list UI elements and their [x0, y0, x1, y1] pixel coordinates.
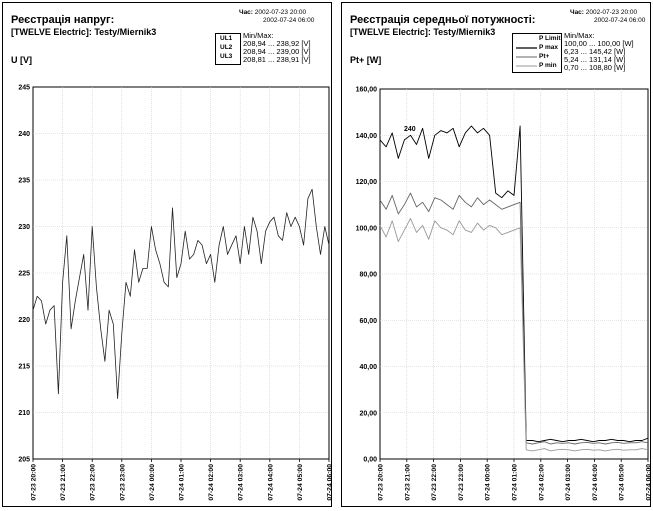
x-tick-label: 07-23 23:00 — [119, 464, 126, 501]
x-tick-label: 07-24 05:00 — [297, 464, 304, 501]
legend-item: UL1 — [220, 35, 233, 42]
y-axis-unit: Pt+ [W] — [350, 55, 382, 65]
x-tick-label: 07-23 23:00 — [458, 464, 465, 501]
power-chart: 160,00 140,00 120,00 100,00 80,00 60,00 40,00 2… — [356, 87, 652, 501]
x-tick-label: 07-23 22:00 — [90, 464, 97, 501]
legend-item: UL2 — [220, 44, 233, 51]
y-tick-label: 160,00 — [356, 87, 378, 94]
series-line — [32, 188, 330, 400]
y-tick-label: 80,00 — [359, 272, 377, 279]
y-tick-label: 215 — [18, 364, 30, 371]
legend-item: P min — [539, 62, 557, 69]
x-tick-label: 07-24 00:00 — [485, 464, 492, 501]
y-tick-label: 100,00 — [356, 225, 378, 232]
x-tick-label: 07-24 05:00 — [619, 464, 626, 501]
x-tick-label: 07-24 06:00 — [646, 464, 652, 501]
chart-title: Реєстрація напруг: — [11, 14, 115, 26]
y-axis-unit: U [V] — [11, 55, 32, 65]
legend: UL1 UL2 UL3 — [215, 33, 241, 65]
legend-item: P max — [539, 44, 559, 51]
x-tick-label: 07-24 00:00 — [149, 464, 156, 501]
y-tick-label: 240 — [18, 131, 30, 138]
y-tick-label: 40,00 — [359, 364, 377, 371]
minmax-title: Min/Max: — [243, 31, 274, 40]
x-tick-label: 07-24 01:00 — [179, 464, 186, 501]
chart-subtitle: [TWELVE Electric]: Testy/Miernik3 — [11, 27, 157, 37]
minmax-row: 5,24 ... 131,14 [W] — [564, 55, 626, 64]
x-tick-label: 07-24 03:00 — [238, 464, 245, 501]
series-line — [379, 192, 649, 445]
chart-annotation: 240 — [404, 126, 416, 133]
y-tick-label: 0,00 — [363, 457, 377, 464]
time-label: Час: — [570, 9, 584, 16]
y-tick-label: 60,00 — [359, 318, 377, 325]
time-to: 2002-07-24 06:00 — [594, 17, 646, 24]
x-tick-label: 07-24 01:00 — [512, 464, 519, 501]
voltage-panel: Реєстрація напруг: [TWELVE Electric]: Te… — [2, 2, 332, 507]
chart-subtitle: [TWELVE Electric]: Testy/Miernik3 — [350, 27, 496, 37]
time-from: 2002-07-23 20:00 — [585, 9, 638, 16]
minmax-title: Min/Max: — [564, 31, 595, 40]
x-tick-label: 07-23 22:00 — [431, 464, 438, 501]
minmax-row: 208,94 ... 239,00 [V] — [243, 47, 311, 56]
minmax-row: 100,00 ... 100,00 [W] — [564, 39, 634, 48]
series-line — [379, 218, 649, 452]
legend-item: Pt+ — [539, 53, 550, 60]
y-tick-label: 210 — [18, 410, 30, 417]
time-to: 2002-07-24 06:00 — [263, 17, 315, 24]
y-tick-label: 230 — [18, 224, 30, 231]
y-tick-label: 20,00 — [359, 410, 377, 417]
y-tick-label: 140,00 — [356, 133, 378, 140]
x-tick-label: 07-23 20:00 — [378, 464, 385, 501]
y-tick-label: 245 — [18, 85, 30, 92]
minmax-row: 208,94 ... 238,92 [V] — [243, 39, 311, 48]
y-tick-label: 205 — [18, 457, 30, 464]
y-tick-label: 220 — [18, 317, 30, 324]
legend-item: P Limit — [539, 35, 561, 42]
time-label: Час: — [239, 9, 253, 16]
y-tick-label: 225 — [18, 271, 30, 278]
chart-title: Реєстрація середньої потужності: — [350, 14, 536, 26]
x-tick-label: 07-23 21:00 — [60, 464, 67, 501]
minmax-row: 6,23 ... 145,42 [W] — [564, 47, 626, 56]
x-tick-label: 07-24 06:00 — [327, 464, 333, 501]
power-panel: Реєстрація середньої потужності: [TWELVE… — [341, 2, 651, 507]
time-range: Час: 2002-07-23 20:00 2002-07-24 06:00 — [239, 9, 314, 25]
time-from: 2002-07-23 20:00 — [254, 9, 307, 16]
y-tick-label: 235 — [18, 178, 30, 185]
legend-item: UL3 — [220, 53, 233, 60]
minmax-row: 208,81 ... 238,91 [V] — [243, 55, 311, 64]
minmax-row: 0,70 ... 108,80 [W] — [564, 63, 626, 72]
x-tick-label: 07-23 20:00 — [31, 464, 38, 501]
series-line — [379, 125, 649, 443]
x-tick-label: 07-24 04:00 — [592, 464, 599, 501]
x-tick-label: 07-24 02:00 — [208, 464, 215, 501]
x-tick-label: 07-23 21:00 — [404, 464, 411, 501]
legend: P Limit P max Pt+ P min — [512, 33, 562, 73]
y-tick-label: 120,00 — [356, 179, 378, 186]
x-tick-label: 07-24 02:00 — [538, 464, 545, 501]
legend-swatches — [516, 47, 537, 67]
x-tick-label: 07-24 03:00 — [565, 464, 572, 501]
x-tick-label: 07-24 04:00 — [267, 464, 274, 501]
time-range: Час: 2002-07-23 20:00 2002-07-24 06:00 — [570, 9, 645, 25]
